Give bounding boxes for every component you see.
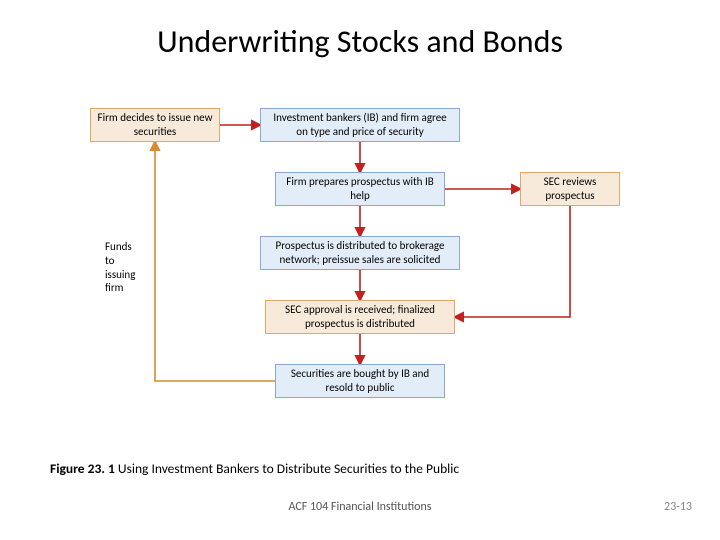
page-number: 23-13 xyxy=(664,500,692,514)
flow-node-n2: Investment bankers (IB) and firm agree o… xyxy=(260,108,460,142)
figure-caption: Figure 23. 1 Using Investment Bankers to… xyxy=(50,460,459,477)
flow-node-n6: SEC approval is received; finalized pros… xyxy=(265,300,455,334)
flow-node-n7: Securities are bought by IB and resold t… xyxy=(275,364,445,398)
footer-course: ACF 104 Financial Institutions xyxy=(0,500,720,514)
flowchart: Firm decides to issue new securities Inve… xyxy=(50,90,670,450)
page-title: Underwriting Stocks and Bonds xyxy=(0,22,720,61)
flow-node-n4: SEC reviews prospectus xyxy=(520,172,620,206)
flow-node-n5: Prospectus is distributed to brokerage n… xyxy=(260,236,460,270)
figure-number: Figure 23. 1 xyxy=(50,460,115,477)
flow-node-n1: Firm decides to issue new securities xyxy=(90,108,220,142)
funds-label: Funds to issuing firm xyxy=(105,240,135,295)
figure-caption-text: Using Investment Bankers to Distribute S… xyxy=(118,460,459,477)
flow-node-n3: Firm prepares prospectus with IB help xyxy=(275,172,445,206)
